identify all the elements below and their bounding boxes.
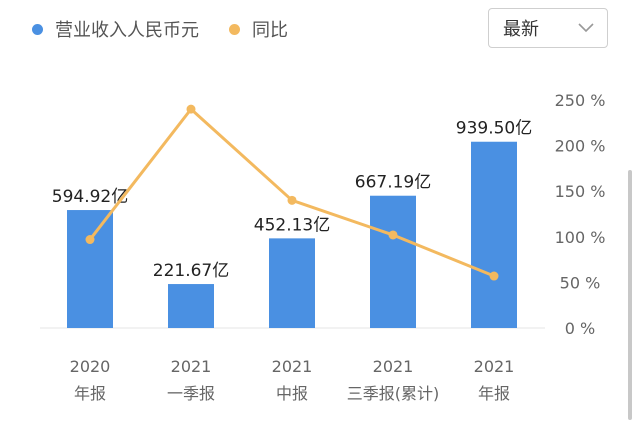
category-label-1-1: 一季报: [167, 384, 215, 403]
legend-dot-yoy: [229, 23, 240, 35]
bar-3: [370, 195, 416, 328]
yoy-point-2: [287, 195, 297, 205]
period-select[interactable]: 最新: [488, 8, 608, 48]
bar-value-label-1: 221.67亿: [153, 261, 229, 281]
category-label-3-1: 三季报(累计): [347, 384, 440, 403]
bar-4: [471, 141, 517, 328]
legend-label-yoy: 同比: [252, 20, 288, 41]
category-label-3-0: 2021: [373, 357, 414, 376]
legend-item-revenue[interactable]: 营业收入人民币元: [32, 16, 199, 42]
category-label-2-1: 中报: [276, 384, 308, 403]
legend-dot-revenue: [32, 23, 43, 35]
bar-1: [168, 284, 214, 328]
category-label-0-0: 2020: [70, 357, 111, 376]
bar-2: [269, 238, 315, 328]
yoy-point-3: [388, 230, 398, 240]
right-axis-tick-3: 150 %: [555, 182, 606, 201]
right-axis-tick-2: 100 %: [555, 228, 606, 247]
legend-label-revenue: 营业收入人民币元: [55, 20, 199, 41]
bar-value-label-3: 667.19亿: [355, 173, 431, 193]
right-axis-tick-4: 200 %: [555, 137, 606, 156]
bar-value-label-0: 594.92亿: [52, 187, 128, 207]
category-label-4-0: 2021: [474, 357, 515, 376]
bar-0: [67, 210, 113, 328]
chevron-down-icon: [578, 23, 594, 33]
legend: 营业收入人民币元 同比: [32, 14, 308, 44]
bar-value-label-4: 939.50亿: [456, 119, 532, 139]
category-label-2-0: 2021: [272, 357, 313, 376]
right-axis-tick-0: 0 %: [565, 319, 595, 338]
bar-value-label-2: 452.13亿: [254, 215, 330, 235]
legend-item-yoy[interactable]: 同比: [229, 16, 288, 42]
right-axis-tick-5: 250 %: [555, 91, 606, 110]
scrollbar[interactable]: [628, 170, 632, 420]
yoy-point-0: [85, 235, 95, 245]
category-label-0-1: 年报: [74, 384, 106, 403]
category-label-1-0: 2021: [171, 357, 212, 376]
category-label-4-1: 年报: [478, 384, 510, 403]
yoy-point-1: [186, 104, 196, 114]
yoy-point-4: [489, 271, 499, 281]
right-axis-tick-1: 50 %: [560, 273, 601, 292]
period-select-label: 最新: [503, 19, 539, 40]
